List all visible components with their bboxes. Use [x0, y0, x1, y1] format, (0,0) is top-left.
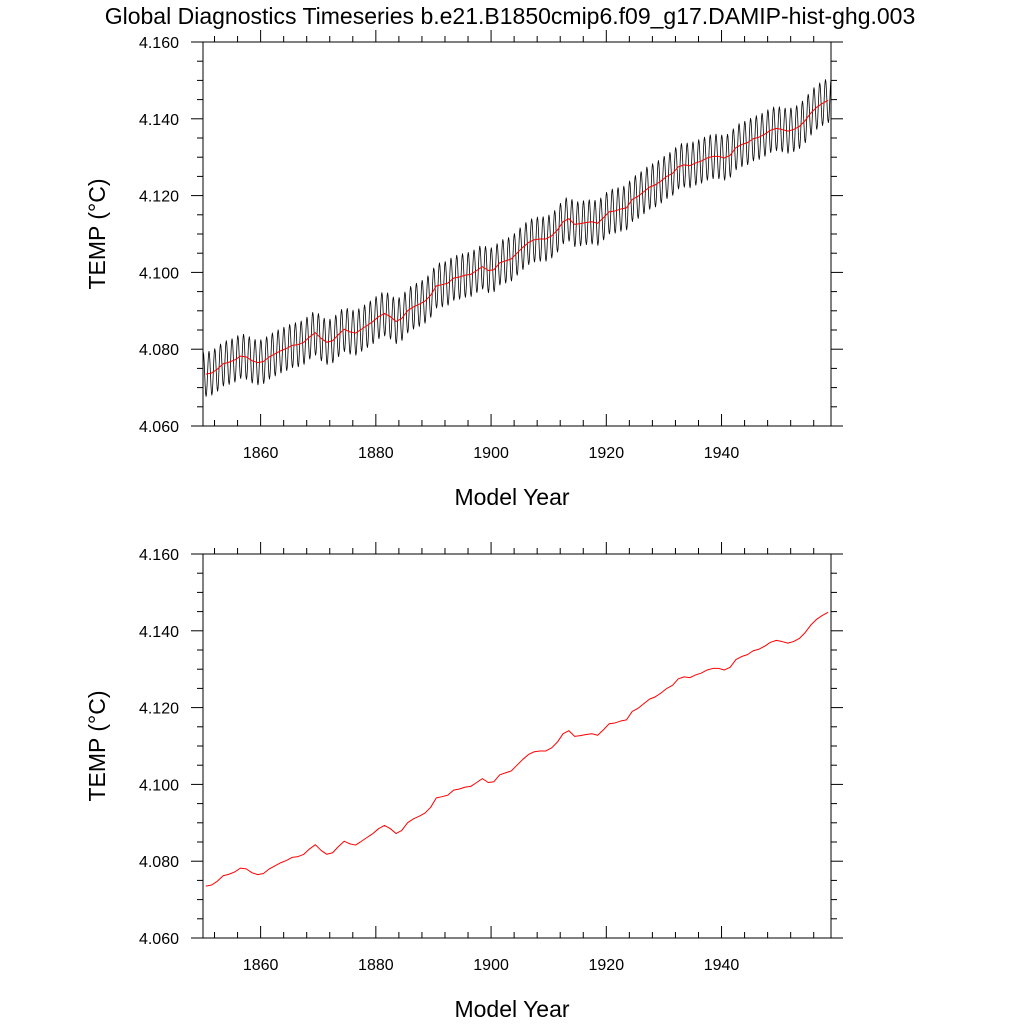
plot-area-bottom: [205, 611, 829, 887]
x-tick-label: 1900: [473, 957, 509, 974]
x-tick-label: 1940: [704, 445, 740, 462]
x-tick-label: 1860: [243, 957, 279, 974]
figure-title: Global Diagnostics Timeseries b.e21.B185…: [105, 3, 916, 29]
y-tick-label: 4.140: [139, 112, 179, 129]
x-tick-label: 1900: [473, 445, 509, 462]
x-tick-label: 1920: [589, 445, 625, 462]
series-line-annual-mean-bottom: [205, 611, 829, 887]
y-tick-label: 4.060: [139, 419, 179, 436]
ticks-bottom: 1860 1880 1900 1920 1940 4.060 4.080 4.100 4.120…: [139, 542, 843, 974]
y-tick-label: 4.140: [139, 624, 179, 641]
y-tick-label: 4.060: [139, 931, 179, 948]
y-tick-label: 4.160: [139, 547, 179, 564]
y-axis-title-bottom: TEMP (°C): [84, 691, 110, 802]
panel-bottom: 1860 1880 1900 1920 1940 4.060 4.080 4.100 4.120…: [84, 542, 843, 1022]
ticks-top: 1860 1880 1900 1920 1940 4.060 4.080 4.100 4.120…: [139, 30, 843, 462]
plot-area-top: [202, 79, 832, 397]
series-line-monthly-top: [202, 79, 832, 397]
x-axis-title-bottom: Model Year: [454, 996, 569, 1022]
y-tick-label: 4.080: [139, 854, 179, 871]
panel-top: 1860 1880 1900 1920 1940 4.060 4.080 4.100 4.120…: [84, 30, 843, 510]
y-tick-label: 4.120: [139, 189, 179, 206]
x-tick-label: 1880: [358, 957, 394, 974]
y-tick-label: 4.120: [139, 701, 179, 718]
x-tick-label: 1860: [243, 445, 279, 462]
x-tick-label: 1880: [358, 445, 394, 462]
x-axis-title-top: Model Year: [454, 484, 569, 510]
y-tick-label: 4.100: [139, 265, 179, 282]
y-axis-title-top: TEMP (°C): [84, 179, 110, 290]
series-line-annual-mean-top: [205, 99, 829, 375]
y-tick-label: 4.080: [139, 342, 179, 359]
y-tick-label: 4.100: [139, 777, 179, 794]
x-tick-label: 1940: [704, 957, 740, 974]
frame-top: [202, 41, 832, 427]
x-tick-label: 1920: [589, 957, 625, 974]
y-tick-label: 4.160: [139, 35, 179, 52]
frame-bottom: [202, 553, 832, 939]
